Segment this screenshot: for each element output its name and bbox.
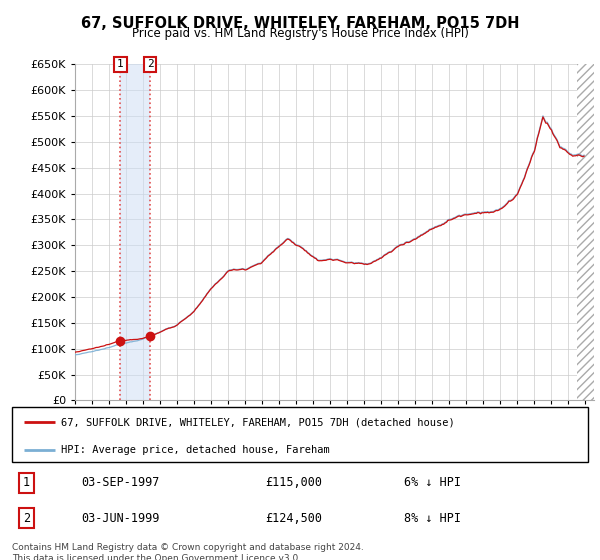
Text: 6% ↓ HPI: 6% ↓ HPI [404,477,461,489]
Text: 1: 1 [117,59,124,69]
Text: 2: 2 [23,511,30,525]
Text: 8% ↓ HPI: 8% ↓ HPI [404,511,461,525]
Text: HPI: Average price, detached house, Fareham: HPI: Average price, detached house, Fare… [61,445,330,455]
Text: 1: 1 [23,477,30,489]
Text: 2: 2 [147,59,154,69]
Bar [121,64,150,400]
Text: £115,000: £115,000 [265,477,322,489]
Text: 67, SUFFOLK DRIVE, WHITELEY, FAREHAM, PO15 7DH (detached house): 67, SUFFOLK DRIVE, WHITELEY, FAREHAM, PO… [61,418,455,427]
Bar [577,64,594,400]
Text: 03-JUN-1999: 03-JUN-1999 [81,511,160,525]
Text: 03-SEP-1997: 03-SEP-1997 [81,477,160,489]
Text: £124,500: £124,500 [265,511,322,525]
Text: Price paid vs. HM Land Registry's House Price Index (HPI): Price paid vs. HM Land Registry's House … [131,27,469,40]
Text: Contains HM Land Registry data © Crown copyright and database right 2024.
This d: Contains HM Land Registry data © Crown c… [12,543,364,560]
Text: 67, SUFFOLK DRIVE, WHITELEY, FAREHAM, PO15 7DH: 67, SUFFOLK DRIVE, WHITELEY, FAREHAM, PO… [81,16,519,31]
